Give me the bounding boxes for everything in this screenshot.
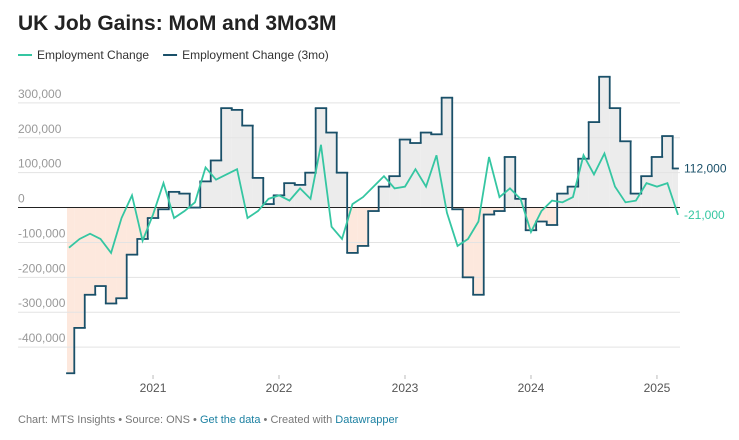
step-fill: [179, 193, 190, 208]
step-fill: [546, 207, 558, 225]
chart-title: UK Job Gains: MoM and 3Mo3M: [18, 12, 337, 35]
step-fill: [95, 207, 106, 287]
x-tick-label: 2024: [518, 381, 545, 395]
step-fill: [483, 207, 495, 215]
step-fill: [294, 184, 306, 208]
footer-credit: Chart: MTS Insights • Source: ONS •: [18, 414, 197, 426]
legend-label: Employment Change: [37, 48, 149, 62]
x-tick-label: 2023: [392, 381, 419, 395]
step-fill: [231, 109, 243, 208]
footer-created: • Created with: [263, 414, 333, 426]
step-fill: [557, 193, 568, 208]
step-fill: [137, 207, 148, 239]
lines: -21,000 112,000: [66, 75, 727, 375]
step-fill: [599, 76, 610, 208]
step-fill: [494, 207, 505, 212]
step-fill: [105, 207, 117, 304]
step-fill: [357, 207, 369, 246]
step-fill: [126, 207, 138, 255]
step-fill: [441, 97, 453, 208]
step-fill: [326, 132, 337, 208]
y-tick-label: -100,000: [18, 226, 66, 240]
x-tick-label: 2021: [140, 381, 167, 395]
step-fill: [221, 108, 232, 208]
x-tick-label: 2025: [644, 381, 671, 395]
step-fill: [210, 160, 222, 208]
y-tick-label: -200,000: [18, 261, 66, 275]
step-fill: [263, 204, 274, 208]
step-fill: [378, 186, 390, 208]
step-fill: [525, 207, 537, 231]
step-fill: [641, 176, 652, 208]
step-fill: [368, 207, 379, 212]
step-fill: [504, 156, 516, 208]
step-fill: [74, 207, 85, 328]
grid: -400,000 -300,000 -200,000 -100,000 0 100,000…: [18, 87, 680, 395]
y-tick-label: 100,000: [18, 157, 62, 171]
step-fill: [273, 195, 285, 208]
legend-label: Employment Change (3mo): [182, 48, 329, 62]
step-fill: [620, 141, 631, 208]
step-fill: [336, 172, 348, 208]
step-fill: [515, 198, 526, 208]
y-tick-label: -300,000: [18, 296, 66, 310]
fills: [67, 76, 678, 374]
step-fill: [651, 156, 663, 208]
step-fill: [284, 183, 295, 208]
step-fill: [431, 134, 442, 208]
step-fill: [252, 177, 264, 208]
value-label: -21,000: [684, 208, 725, 222]
y-tick-label: 300,000: [18, 87, 62, 101]
step-fill: [672, 168, 678, 208]
step-fill: [536, 207, 547, 222]
step-fill: [315, 108, 327, 208]
step-fill: [168, 191, 180, 208]
footer: Chart: MTS Insights • Source: ONS • Get …: [18, 414, 398, 426]
step-fill: [305, 172, 316, 208]
step-fill: [347, 207, 358, 253]
value-label: 112,000: [684, 161, 727, 175]
step-fill: [410, 143, 421, 208]
y-tick-label: -400,000: [18, 331, 66, 345]
step-fill: [242, 125, 253, 208]
step-fill: [389, 176, 400, 208]
step-fill: [399, 139, 411, 208]
tool-link[interactable]: Datawrapper: [335, 414, 399, 426]
y-tick-label: 200,000: [18, 122, 62, 136]
chart: UK Job Gains: MoM and 3Mo3M Employment C…: [18, 12, 727, 395]
y-tick-label: 0: [18, 192, 25, 206]
step-fill: [116, 207, 127, 299]
data-link[interactable]: Get the data: [199, 414, 261, 426]
legend: Employment Change Employment Change (3mo): [18, 48, 329, 62]
step-fill: [662, 136, 673, 208]
step-fill: [609, 108, 621, 208]
step-fill: [588, 122, 600, 208]
step-fill: [420, 132, 432, 208]
step-fill: [578, 158, 589, 208]
step-fill: [67, 207, 75, 374]
step-fill: [473, 207, 484, 295]
mom-line: [68, 144, 679, 255]
step-fill: [84, 207, 96, 295]
x-tick-label: 2022: [266, 381, 293, 395]
step-fill: [200, 181, 211, 208]
